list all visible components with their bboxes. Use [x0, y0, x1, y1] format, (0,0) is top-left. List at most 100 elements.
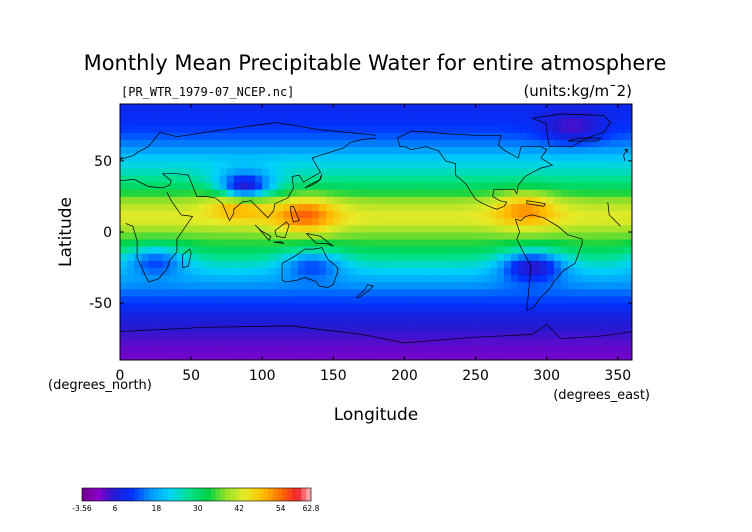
heatmap-cell	[568, 260, 576, 268]
heatmap-cell	[269, 331, 277, 340]
heatmap-cell	[511, 224, 519, 233]
heatmap-cell	[361, 239, 370, 247]
heatmap-cell	[603, 296, 612, 304]
heatmap-cell	[589, 217, 597, 226]
heatmap-cell	[169, 139, 178, 148]
heatmap-cell	[376, 246, 384, 254]
heatmap-cell	[560, 232, 569, 240]
heatmap-cell	[383, 246, 391, 254]
heatmap-cell	[496, 125, 505, 133]
heatmap-cell	[624, 104, 633, 112]
heatmap-cell	[368, 153, 377, 162]
heatmap-cell	[297, 111, 306, 119]
heatmap-cell	[176, 224, 185, 233]
heatmap-cell	[141, 338, 149, 347]
heatmap-cell	[575, 352, 583, 361]
heatmap-cell	[269, 111, 277, 119]
heatmap-cell	[482, 224, 491, 233]
heatmap-cell	[248, 189, 256, 197]
heatmap-cell	[361, 196, 370, 204]
heatmap-cell	[482, 196, 491, 204]
heatmap-cell	[148, 253, 156, 261]
heatmap-cell	[333, 210, 341, 219]
heatmap-cell	[539, 189, 548, 197]
heatmap-cell	[432, 253, 441, 261]
heatmap-cell	[454, 260, 462, 268]
heatmap-cell	[226, 189, 235, 197]
heatmap-cell	[141, 303, 149, 311]
heatmap-cell	[283, 189, 292, 197]
heatmap-cell	[404, 274, 412, 283]
heatmap-cell	[432, 153, 441, 162]
heatmap-cell	[184, 260, 192, 268]
heatmap-cell	[290, 296, 299, 304]
heatmap-cell	[255, 196, 263, 204]
heatmap-cell	[603, 317, 612, 325]
heatmap-cell	[304, 189, 313, 197]
heatmap-cell	[425, 274, 434, 283]
heatmap-cell	[532, 203, 540, 212]
heatmap-cell	[120, 281, 128, 290]
heatmap-cell	[482, 203, 491, 212]
heatmap-cell	[240, 118, 249, 126]
heatmap-cell	[418, 153, 427, 162]
heatmap-cell	[596, 146, 604, 155]
heatmap-cell	[283, 260, 292, 268]
heatmap-cell	[212, 118, 220, 126]
heatmap-cell	[134, 317, 142, 325]
heatmap-cell	[361, 345, 370, 354]
heatmap-cell	[617, 267, 626, 276]
heatmap-cell	[418, 132, 427, 140]
heatmap-cell	[255, 189, 263, 197]
heatmap-cell	[511, 246, 519, 254]
heatmap-cell	[489, 274, 498, 283]
heatmap-cell	[425, 324, 434, 332]
heatmap-cell	[262, 125, 270, 133]
heatmap-cell	[532, 146, 540, 155]
heatmap-cell	[312, 189, 320, 197]
heatmap-cell	[155, 118, 164, 126]
heatmap-cell	[162, 203, 171, 212]
heatmap-cell	[440, 189, 448, 197]
heatmap-cell	[269, 182, 277, 190]
heatmap-cell	[390, 146, 398, 155]
heatmap-cell	[276, 296, 284, 304]
heatmap-cell	[155, 232, 164, 240]
coastline	[355, 284, 374, 298]
heatmap-cell	[283, 168, 292, 176]
heatmap-cell	[205, 203, 213, 212]
heatmap-cell	[390, 239, 398, 247]
heatmap-cell	[511, 296, 519, 304]
heatmap-cell	[248, 132, 256, 140]
heatmap-cell	[546, 125, 555, 133]
heatmap-cell	[333, 253, 341, 261]
heatmap-cell	[603, 345, 612, 354]
heatmap-cell	[447, 260, 455, 268]
heatmap-cell	[354, 111, 363, 119]
heatmap-cell	[255, 239, 263, 247]
heatmap-cell	[539, 324, 548, 332]
heatmap-cell	[560, 274, 569, 283]
heatmap-cell	[532, 317, 540, 325]
heatmap-cell	[511, 232, 519, 240]
heatmap-cell	[475, 146, 484, 155]
heatmap-cell	[262, 310, 270, 318]
heatmap-cell	[319, 118, 327, 126]
heatmap-cell	[233, 345, 242, 354]
heatmap-cell	[418, 310, 427, 318]
heatmap-cell	[120, 153, 128, 162]
heatmap-cell	[432, 281, 441, 290]
heatmap-cell	[496, 118, 505, 126]
heatmap-cell	[297, 310, 306, 318]
heatmap-cell	[326, 153, 334, 162]
heatmap-cell	[575, 139, 583, 148]
heatmap-cell	[482, 146, 491, 155]
heatmap-cell	[582, 153, 590, 162]
heatmap-cell	[276, 274, 284, 283]
heatmap-cell	[610, 182, 619, 190]
heatmap-cell	[582, 317, 590, 325]
heatmap-cell	[546, 352, 555, 361]
heatmap-cell	[333, 288, 341, 297]
colorbar-swatch	[96, 488, 102, 501]
heatmap-cell	[262, 317, 270, 325]
